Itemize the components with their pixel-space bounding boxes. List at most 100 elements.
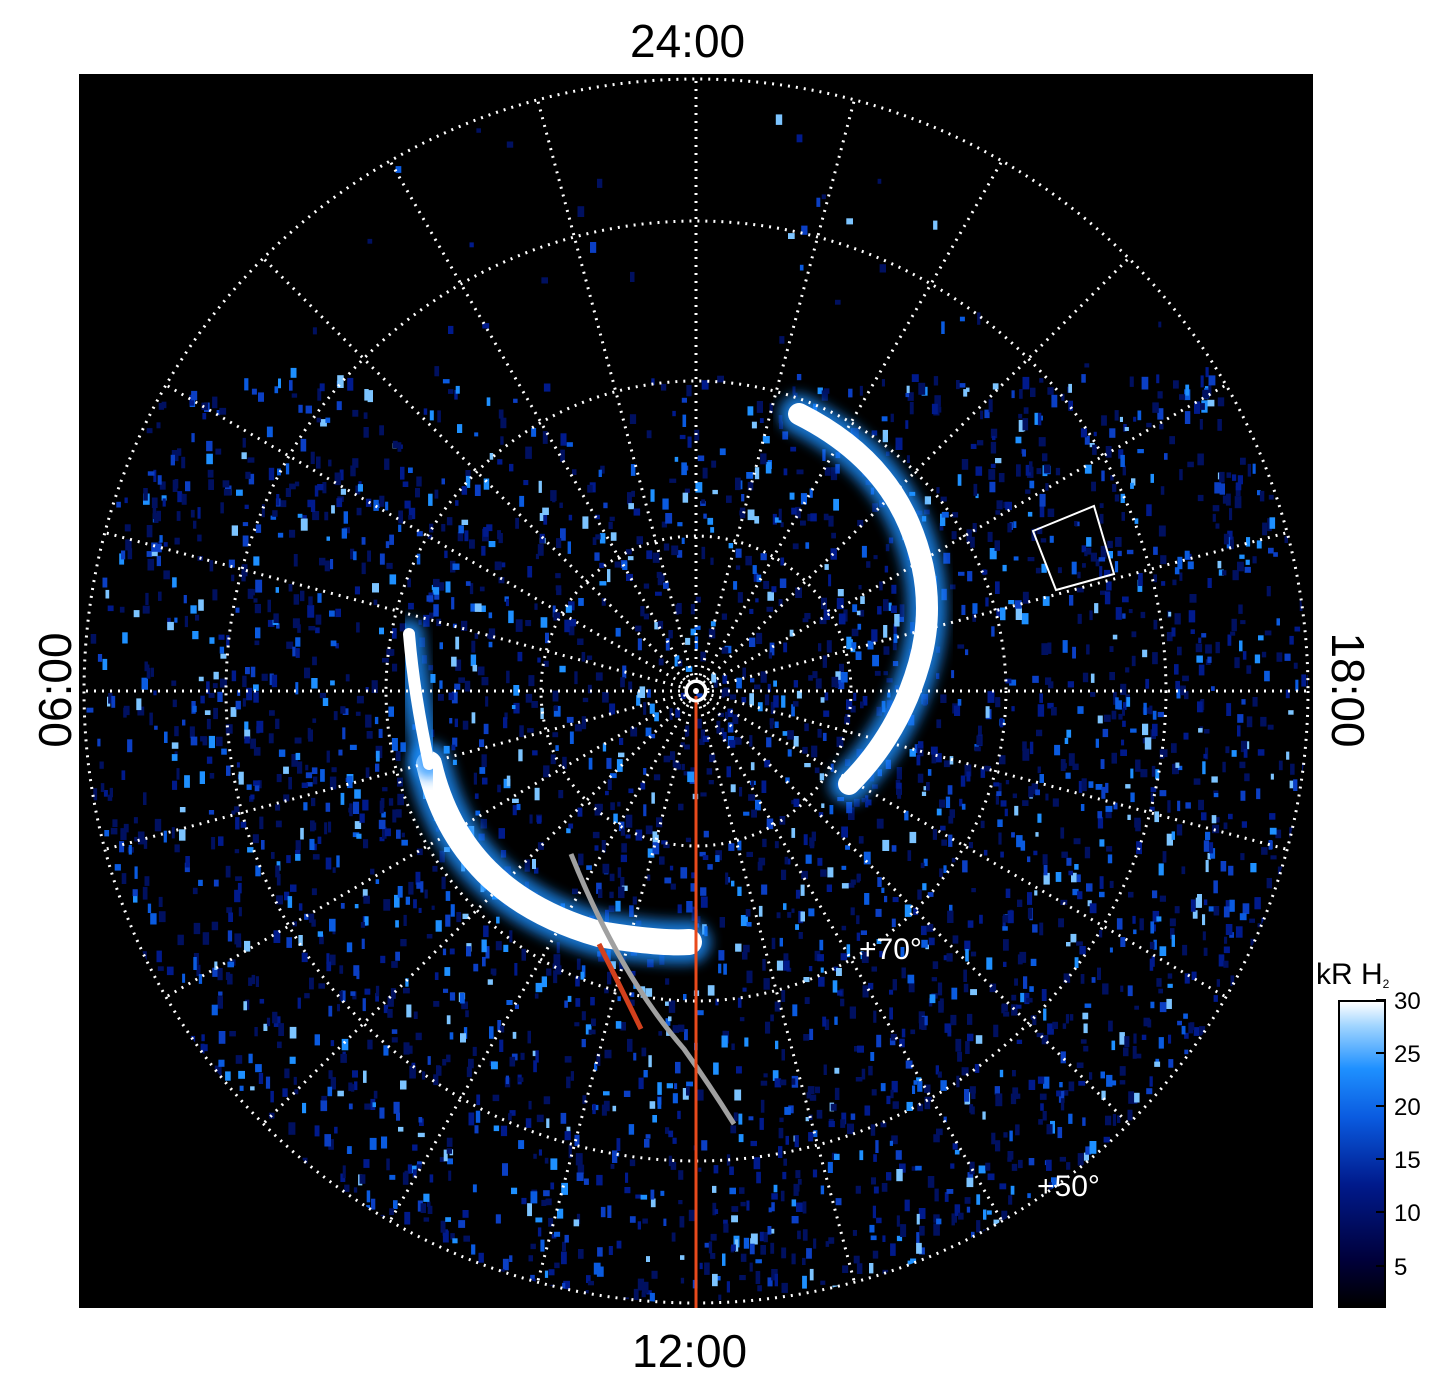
emission-speckle: [1158, 1037, 1164, 1049]
emission-speckle: [795, 924, 799, 930]
emission-speckle: [680, 867, 688, 879]
emission-speckle: [280, 500, 287, 508]
emission-speckle: [208, 735, 215, 749]
emission-speckle: [629, 905, 634, 917]
emission-speckle: [493, 1125, 500, 1132]
emission-speckle: [505, 1075, 509, 1085]
emission-speckle: [167, 621, 174, 631]
emission-speckle: [1212, 505, 1220, 512]
emission-speckle: [172, 577, 177, 588]
emission-speckle: [1183, 1013, 1188, 1019]
emission-speckle: [147, 558, 155, 571]
emission-speckle: [728, 843, 735, 851]
emission-speckle: [1069, 595, 1074, 606]
emission-speckle: [893, 623, 897, 637]
emission-speckle: [1100, 590, 1107, 595]
emission-speckle: [665, 978, 670, 985]
emission-speckle: [535, 982, 543, 993]
emission-speckle: [471, 712, 476, 724]
emission-speckle: [1036, 729, 1043, 737]
emission-speckle: [973, 483, 978, 496]
emission-speckle: [1149, 1076, 1153, 1087]
emission-speckle: [1134, 518, 1139, 524]
emission-speckle: [824, 692, 829, 701]
emission-speckle: [556, 942, 560, 954]
emission-speckle: [927, 892, 934, 897]
emission-speckle: [719, 448, 726, 456]
emission-speckle: [436, 1065, 442, 1076]
emission-speckle: [1119, 1066, 1126, 1076]
emission-speckle: [97, 654, 103, 662]
emission-speckle: [1212, 513, 1216, 522]
emission-speckle: [480, 818, 487, 829]
emission-speckle: [617, 996, 621, 1002]
emission-speckle: [780, 522, 784, 528]
emission-speckle: [1015, 1093, 1021, 1099]
emission-speckle: [955, 1038, 962, 1052]
emission-speckle: [677, 603, 682, 614]
emission-speckle: [605, 790, 609, 796]
emission-speckle: [1237, 714, 1244, 723]
emission-speckle: [261, 840, 265, 850]
emission-speckle: [474, 633, 479, 639]
emission-speckle: [1095, 738, 1099, 748]
emission-speckle: [212, 396, 218, 409]
emission-speckle: [968, 842, 973, 849]
emission-speckle: [1211, 815, 1217, 824]
emission-speckle: [530, 1243, 536, 1250]
emission-speckle: [815, 1086, 820, 1094]
emission-speckle: [202, 932, 210, 945]
emission-speckle: [616, 1240, 622, 1249]
emission-speckle: [609, 516, 615, 522]
emission-speckle: [818, 976, 825, 987]
emission-speckle: [1198, 664, 1205, 676]
emission-speckle: [770, 1014, 774, 1022]
emission-speckle: [947, 785, 953, 795]
emission-speckle: [102, 577, 108, 588]
emission-speckle: [876, 818, 884, 829]
emission-speckle: [1150, 473, 1154, 483]
emission-speckle: [353, 801, 360, 814]
emission-speckle: [1261, 847, 1268, 855]
emission-speckle: [337, 375, 344, 388]
emission-speckle: [995, 697, 1001, 708]
emission-speckle: [1017, 899, 1023, 907]
emission-speckle: [289, 380, 293, 391]
emission-speckle: [750, 1233, 758, 1245]
emission-speckle: [562, 1241, 566, 1252]
emission-speckle: [1267, 724, 1274, 730]
emission-speckle: [242, 675, 247, 688]
emission-speckle: [455, 500, 459, 506]
emission-speckle: [918, 741, 924, 748]
emission-speckle: [635, 1194, 642, 1199]
emission-speckle: [353, 965, 360, 976]
emission-speckle: [658, 1031, 663, 1036]
emission-speckle: [850, 705, 856, 713]
emission-speckle: [678, 1024, 685, 1032]
emission-speckle: [319, 383, 325, 392]
emission-speckle: [688, 1209, 695, 1222]
emission-speckle: [943, 760, 951, 768]
emission-speckle: [451, 744, 456, 751]
emission-speckle: [723, 1219, 728, 1224]
emission-speckle: [860, 596, 865, 604]
emission-speckle: [1002, 564, 1007, 572]
emission-speckle: [1246, 665, 1252, 674]
emission-speckle: [1100, 1071, 1105, 1079]
emission-speckle: [540, 617, 548, 628]
emission-speckle: [555, 965, 562, 975]
emission-speckle: [805, 1117, 809, 1122]
emission-speckle: [182, 719, 186, 726]
emission-speckle: [813, 1130, 818, 1138]
emission-speckle: [986, 1210, 992, 1215]
emission-speckle: [685, 637, 691, 645]
emission-speckle: [699, 1262, 703, 1270]
emission-speckle: [837, 589, 844, 597]
emission-speckle: [450, 1233, 455, 1240]
emission-speckle: [253, 780, 260, 786]
emission-speckle: [701, 380, 709, 390]
emission-speckle: [1246, 537, 1251, 547]
emission-speckle: [875, 908, 882, 917]
emission-speckle: [543, 512, 548, 525]
emission-speckle: [892, 897, 899, 903]
